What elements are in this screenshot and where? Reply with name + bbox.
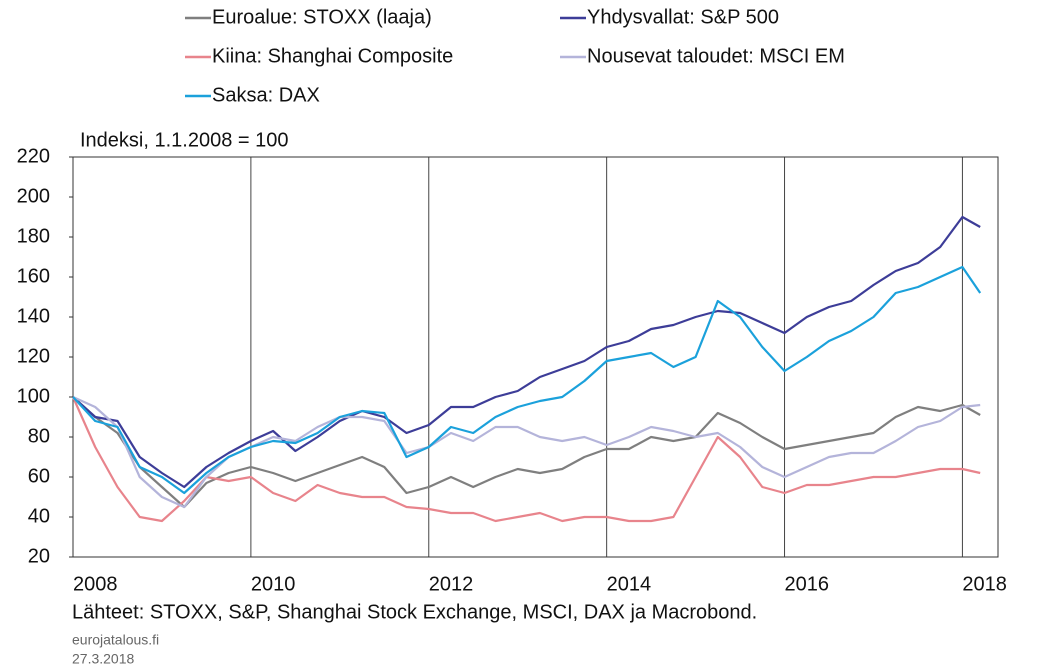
source-note: Lähteet: STOXX, S&P, Shanghai Stock Exch… [72, 601, 757, 623]
subtitle: Indeksi, 1.1.2008 = 100 [80, 129, 289, 151]
series-line [72, 396, 981, 509]
y-tick-label: 20 [28, 545, 50, 567]
x-tick-label: 2018 [962, 573, 1007, 595]
y-tick-label: 80 [28, 425, 50, 447]
x-tick-label: 2012 [429, 573, 474, 595]
plot-frame [72, 156, 999, 558]
y-tick-label: 200 [17, 185, 50, 207]
x-tick-label: 2016 [785, 573, 830, 595]
y-tick-label: 120 [17, 345, 50, 367]
legend-label: Saksa: DAX [212, 84, 320, 106]
x-tick-label: 2008 [73, 573, 118, 595]
y-tick-label: 100 [17, 385, 50, 407]
y-tick-label: 40 [28, 505, 50, 527]
legend-label: Nousevat taloudet: MSCI EM [587, 45, 845, 67]
series-line [72, 265, 982, 495]
x-tick-label: 2010 [251, 573, 296, 595]
y-tick-label: 160 [17, 265, 50, 287]
y-tick-label: 140 [17, 305, 50, 327]
series-line [72, 215, 981, 489]
y-tick-label: 60 [28, 465, 50, 487]
series-line [72, 395, 981, 509]
y-tick-label: 180 [17, 225, 50, 247]
legend-label: Yhdysvallat: S&P 500 [587, 6, 779, 28]
site-note: eurojatalous.fi [72, 632, 159, 648]
date-note: 27.3.2018 [72, 651, 134, 667]
legend-label: Kiina: Shanghai Composite [212, 45, 453, 67]
y-tick-label: 220 [17, 145, 50, 167]
legend-label: Euroalue: STOXX (laaja) [212, 6, 432, 28]
series-line [71, 396, 981, 523]
x-tick-label: 2014 [607, 573, 652, 595]
